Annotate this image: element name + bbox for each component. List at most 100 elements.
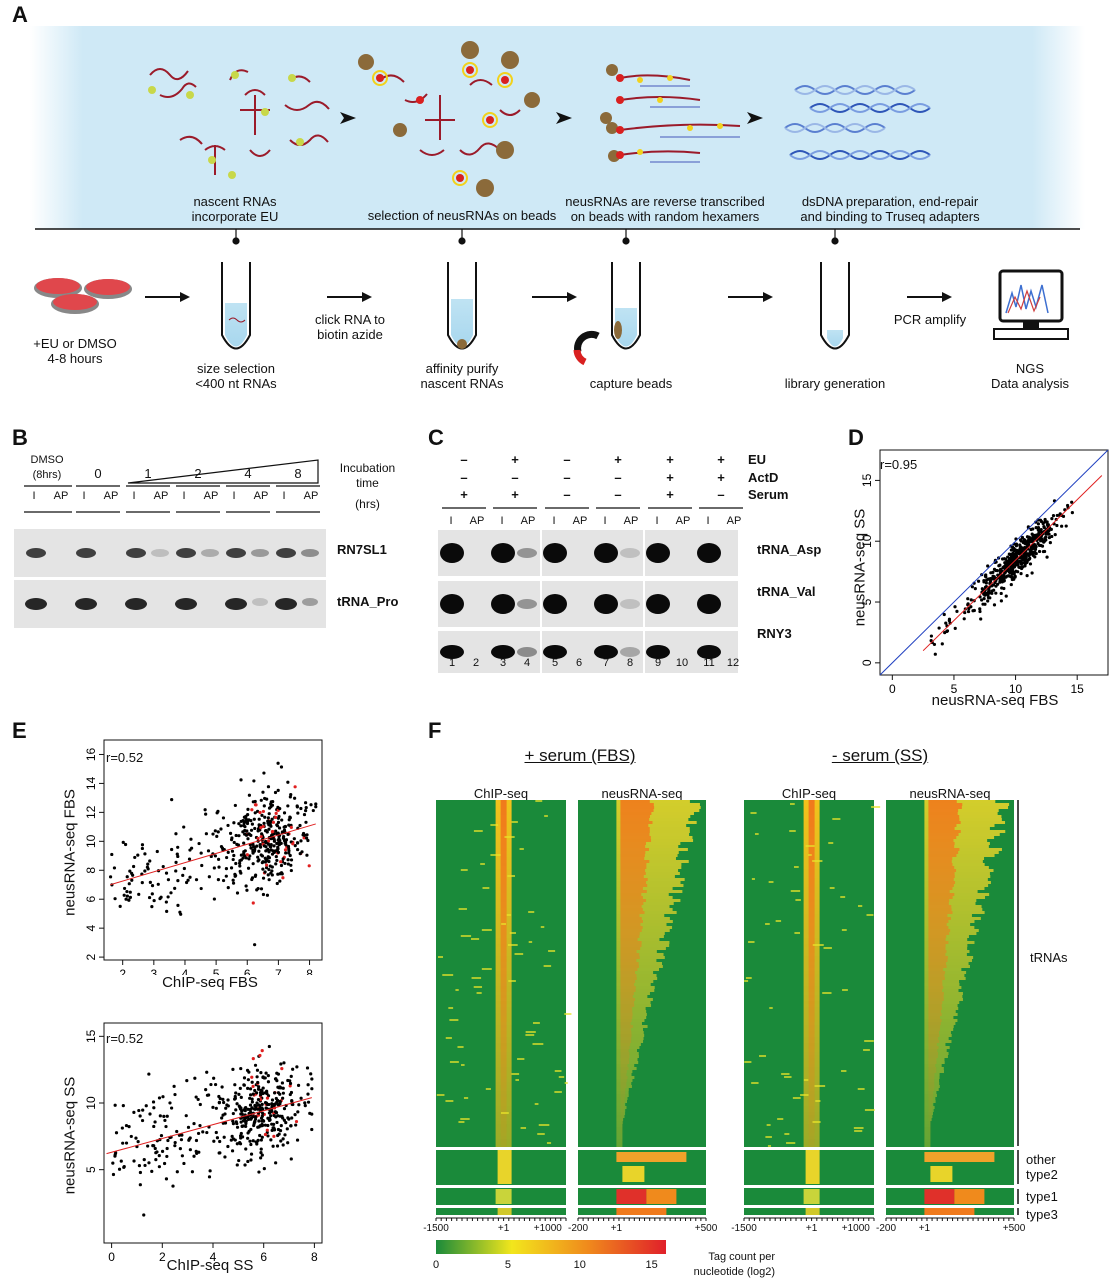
data-point bbox=[1002, 573, 1006, 577]
data-point bbox=[235, 1102, 239, 1106]
data-point bbox=[136, 853, 140, 857]
data-point bbox=[267, 867, 271, 872]
heatmap-cell bbox=[620, 1061, 630, 1064]
heatmap-cell bbox=[803, 1055, 820, 1058]
x-tick-label: 2 bbox=[119, 967, 126, 975]
data-point bbox=[283, 1133, 287, 1137]
data-point bbox=[261, 867, 265, 871]
heatmap-cell bbox=[620, 965, 639, 968]
heatmap-cell bbox=[928, 869, 957, 872]
data-point bbox=[253, 846, 257, 850]
heatmap-cell bbox=[495, 1004, 512, 1007]
data-point bbox=[164, 871, 169, 875]
heatmap-cell bbox=[616, 1130, 623, 1133]
heatmap-cell bbox=[808, 1103, 815, 1106]
data-point bbox=[219, 827, 223, 831]
data-point bbox=[985, 578, 989, 582]
caption-ngs: NGS Data analysis bbox=[990, 361, 1070, 391]
data-point bbox=[234, 1091, 238, 1095]
data-point bbox=[287, 849, 291, 853]
data-point bbox=[248, 1103, 253, 1107]
data-point bbox=[246, 807, 250, 811]
heatmap-cell bbox=[500, 1106, 507, 1109]
fit-line bbox=[922, 475, 1103, 652]
heatmap-cell bbox=[620, 1037, 632, 1040]
heatmap-cell bbox=[924, 1097, 936, 1100]
heatmap-cell bbox=[620, 899, 647, 902]
data-point bbox=[1019, 562, 1024, 566]
data-point bbox=[257, 817, 261, 821]
heatmap-cell bbox=[928, 809, 959, 812]
heatmap-cell bbox=[620, 803, 654, 806]
data-point bbox=[1043, 517, 1047, 522]
heatmap-cell bbox=[500, 1097, 507, 1100]
data-point bbox=[972, 608, 976, 613]
heatmap-cell bbox=[620, 1016, 633, 1019]
c-lane-number: 12 bbox=[726, 657, 740, 669]
heatmap-cell bbox=[924, 953, 967, 956]
data-point bbox=[239, 1131, 243, 1136]
heatmap-cell bbox=[928, 1079, 935, 1082]
heatmap-cell bbox=[620, 929, 642, 932]
y-tick-label: 12 bbox=[84, 805, 98, 819]
heatmap-cell bbox=[616, 1055, 639, 1058]
y-tick-label: 5 bbox=[860, 598, 874, 605]
heatmap-cell bbox=[620, 812, 652, 815]
heatmap-cell bbox=[808, 1010, 815, 1013]
data-point bbox=[998, 563, 1002, 567]
heatmap-cell bbox=[616, 971, 654, 974]
heatmap-cell bbox=[500, 932, 507, 935]
data-point bbox=[176, 879, 180, 883]
heatmap-cell bbox=[445, 1037, 452, 1039]
heatmap-cell bbox=[620, 926, 643, 929]
heatmap-cell bbox=[620, 902, 644, 905]
f-group-trnas: tRNAs bbox=[1030, 950, 1068, 965]
data-point bbox=[150, 884, 155, 888]
heatmap-cell bbox=[517, 1058, 525, 1060]
band bbox=[440, 543, 464, 563]
heatmap-cell bbox=[616, 863, 682, 866]
heatmap-cell bbox=[495, 1007, 512, 1010]
data-point bbox=[274, 1077, 278, 1081]
data-point bbox=[157, 1096, 162, 1100]
heatmap-cell bbox=[808, 989, 815, 992]
data-point bbox=[275, 1120, 279, 1125]
caption-size-selection: size selection <400 nt RNAs bbox=[195, 361, 277, 391]
c-condition-sign: – bbox=[717, 487, 725, 502]
data-point bbox=[268, 819, 273, 824]
heatmap-cell bbox=[500, 1079, 507, 1082]
data-point bbox=[252, 1121, 256, 1125]
data-point bbox=[226, 886, 230, 890]
panel-label-e: E bbox=[12, 718, 27, 743]
panel-a-background bbox=[30, 26, 1085, 229]
heatmap-cell bbox=[616, 1064, 635, 1067]
heatmap-cell bbox=[495, 1115, 512, 1118]
heatmap-cell bbox=[924, 1079, 940, 1082]
heatmap-cell bbox=[620, 824, 649, 827]
heatmap-cell bbox=[507, 944, 518, 946]
data-point bbox=[211, 832, 215, 836]
data-point bbox=[229, 838, 234, 842]
data-point bbox=[953, 626, 957, 631]
heatmap-cell bbox=[620, 833, 650, 836]
heatmap-cell bbox=[808, 1037, 815, 1040]
data-point bbox=[986, 564, 990, 568]
data-point bbox=[261, 1086, 265, 1090]
heatmap-cell bbox=[808, 836, 815, 839]
band bbox=[440, 645, 464, 659]
heatmap-cell bbox=[803, 1079, 820, 1082]
data-point bbox=[259, 1138, 263, 1142]
heatmap-cell bbox=[786, 1142, 796, 1144]
heatmap-cell bbox=[812, 1121, 821, 1123]
data-point bbox=[291, 1067, 295, 1071]
heatmap-cell bbox=[500, 1136, 507, 1139]
data-point bbox=[293, 844, 297, 848]
data-point bbox=[151, 1100, 156, 1104]
data-point bbox=[966, 597, 970, 601]
heatmap-cell bbox=[808, 1115, 815, 1118]
heatmap-cell bbox=[924, 1109, 934, 1112]
data-point bbox=[256, 1087, 261, 1091]
data-point bbox=[276, 1072, 281, 1076]
data-point bbox=[249, 1107, 253, 1111]
heatmap-cell bbox=[924, 872, 990, 875]
